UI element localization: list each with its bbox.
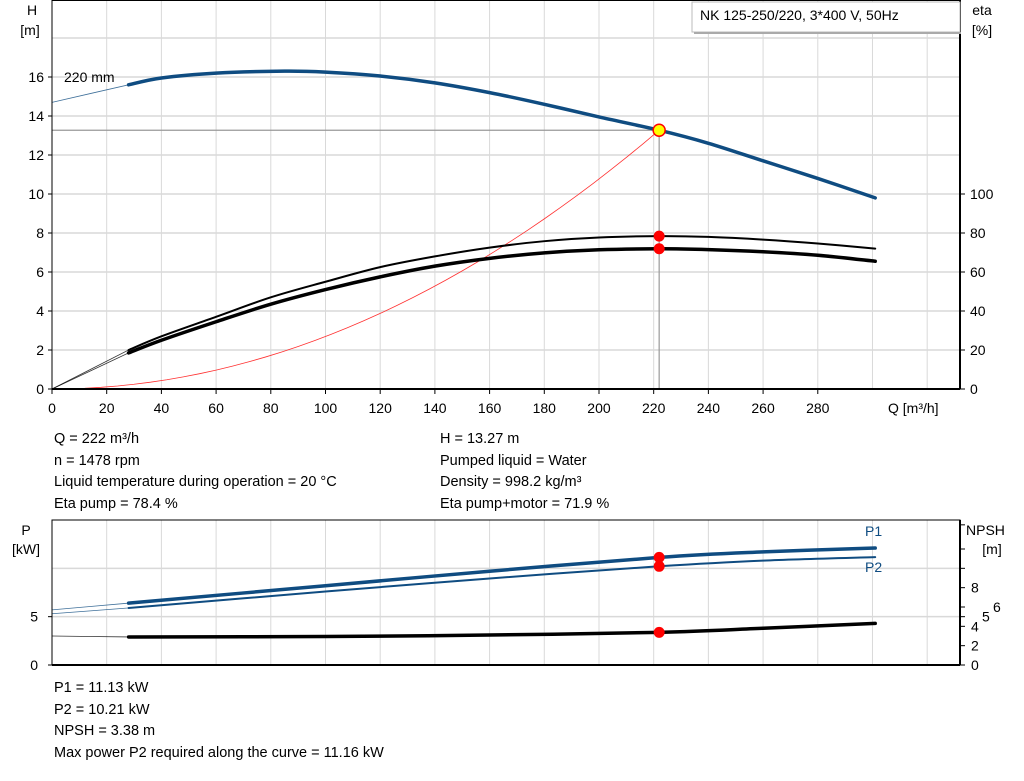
npsh-tick-label: 2 [971, 638, 979, 654]
eta-tick-label: 60 [970, 264, 986, 280]
p-axis-label: P [21, 522, 30, 538]
x-tick-label: 80 [263, 400, 279, 416]
p1-marker [653, 551, 665, 563]
x-tick-label: 240 [697, 400, 721, 416]
x-tick-label: 140 [423, 400, 447, 416]
npsh-curve-extrapolated [51, 635, 129, 638]
flow-value: Q = 222 m³/h [54, 431, 140, 447]
power-info: P1 = 11.13 kW P2 = 10.21 kW NPSH = 3.38 … [54, 678, 384, 765]
head-curve-extrapolated [51, 84, 129, 103]
x-tick-label: 200 [587, 400, 611, 416]
title-box: NK 125-250/220, 3*400 V, 50Hz [691, 1, 961, 34]
duty-info-left: Q = 222 m³/h n = 1478 rpm Liquid tempera… [54, 429, 337, 516]
x-tick-label: 20 [99, 400, 115, 416]
eta-tick-label: 100 [970, 186, 994, 202]
npsh-value: NPSH = 3.38 m [54, 723, 156, 740]
temperature-value: Liquid temperature during operation = 20… [54, 474, 337, 491]
max-power-value: Max power P2 required along the curve = … [54, 745, 384, 762]
head-value: H = 13.27 m [440, 431, 520, 447]
p1-value: P1 = 11.13 kW [54, 680, 149, 696]
npsh-curve [126, 621, 877, 639]
h-tick-label: 16 [28, 69, 44, 85]
eta-pump-marker [653, 230, 665, 242]
axis-labels: H [m] eta [%] Q [m³/h] 220 mm P [kW] NPS… [12, 2, 1005, 575]
p2-series-label: P2 [865, 559, 882, 575]
bottom-frame [51, 519, 961, 666]
eta-pump-motor-value: Eta pump+motor = 71.9 % [440, 496, 610, 513]
p1-series-label: P1 [865, 523, 882, 539]
p-tick-label: 0 [30, 657, 38, 673]
h-axis-unit: [m] [20, 22, 39, 38]
curves [51, 69, 877, 639]
x-tick-label: 180 [533, 400, 557, 416]
npsh-marker [653, 626, 665, 638]
liquid-value: Pumped liquid = Water [440, 452, 587, 469]
eta-tick-label: 20 [970, 342, 986, 358]
bottom-grid [52, 520, 960, 665]
h-tick-label: 0 [36, 381, 44, 397]
eta-pump-motor-curve-extrapolated [51, 352, 129, 390]
npsh-tick-label: 4 [971, 618, 979, 634]
speed-value: n = 1478 rpm [54, 452, 140, 469]
x-tick-label: 260 [751, 400, 775, 416]
h-tick-label: 2 [36, 342, 44, 358]
h-tick-label: 10 [28, 186, 44, 202]
p2-marker [653, 560, 665, 572]
top-grid [52, 0, 960, 389]
p1-curve-extrapolated [51, 602, 129, 611]
impeller-label: 220 mm [64, 69, 115, 85]
eta-pump-curve [127, 235, 877, 351]
p1-curve [126, 546, 877, 605]
x-tick-label: 280 [806, 400, 830, 416]
duty-info-right: H = 13.27 m Pumped liquid = Water Densit… [440, 429, 609, 516]
h-tick-label: 12 [28, 147, 44, 163]
npsh-tick-label: 8 [971, 580, 979, 596]
npsh-tick-label: 5 [982, 609, 990, 625]
axes: 0 20 40 60 80 100 120 140 160 180 200 220 240 260 2800… [28, 0, 1001, 673]
p2-curve [127, 556, 877, 609]
h-tick-label: 6 [36, 264, 44, 280]
x-tick-label: 40 [154, 400, 170, 416]
eta-axis-unit: [%] [972, 22, 992, 38]
x-tick-label: 220 [642, 400, 666, 416]
npsh-tick-label: 0 [971, 657, 979, 673]
q-axis-label: Q [m³/h] [888, 400, 939, 416]
h-tick-label: 14 [28, 108, 44, 124]
h-tick-label: 4 [36, 303, 44, 319]
eta-pump-motor-marker [653, 243, 665, 255]
p2-value: P2 = 10.21 kW [54, 701, 150, 718]
x-tick-label: 100 [314, 400, 338, 416]
system-curve [51, 129, 660, 390]
x-tick-label: 60 [208, 400, 224, 416]
h-tick-label: 8 [36, 225, 44, 241]
eta-pump-value: Eta pump = 78.4 % [54, 496, 178, 513]
eta-pump-motor-curve [126, 247, 877, 355]
eta-tick-label: 80 [970, 225, 986, 241]
p2-curve-extrapolated [51, 607, 129, 615]
npsh-axis-label: NPSH [966, 522, 1005, 538]
eta-tick-label: 40 [970, 303, 986, 319]
npsh-axis-unit: [m] [982, 541, 1001, 557]
p-tick-label: 5 [30, 609, 38, 625]
p-axis-unit: [kW] [12, 541, 40, 557]
npsh-tick-label: 6 [993, 599, 1001, 615]
duty-point-marker [652, 123, 666, 137]
x-tick-label: 0 [48, 400, 56, 416]
eta-tick-label: 0 [970, 381, 978, 397]
h-axis-label: H [27, 2, 37, 18]
chart-title: NK 125-250/220, 3*400 V, 50Hz [700, 7, 899, 23]
x-tick-label: 120 [369, 400, 393, 416]
density-value: Density = 998.2 kg/m³ [440, 474, 582, 491]
head-curve [126, 69, 877, 200]
x-tick-label: 160 [478, 400, 502, 416]
eta-axis-label: eta [972, 2, 992, 18]
